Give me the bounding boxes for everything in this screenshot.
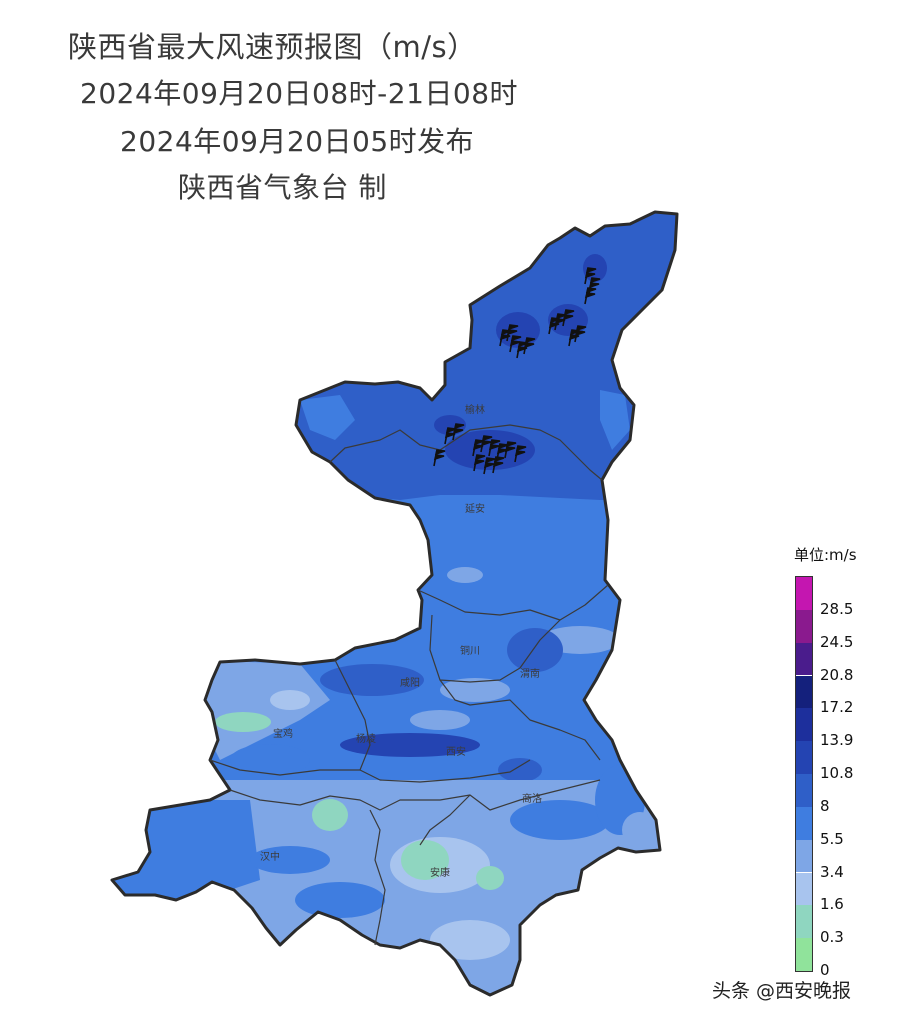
wind-barb-icon [584, 287, 597, 305]
wind-barb-icon [514, 445, 527, 463]
province-border [110, 210, 679, 997]
map-title-block: 陕西省最大风速预报图（m/s） 2024年09月20日08时-21日08时 20… [0, 0, 900, 220]
wind-barb-icon [433, 449, 446, 467]
legend-swatch [796, 938, 812, 971]
issuer: 陕西省气象台 制 [178, 171, 387, 204]
city-labels: 榆林 延安 铜川 渭南 咸阳 宝鸡 杨凌 西安 商洛 汉中 安康 [260, 403, 542, 879]
city-label-yangling: 杨凌 [356, 732, 376, 745]
legend-tick-label: 5.5 [820, 829, 844, 848]
legend-swatch [796, 905, 812, 939]
wind-barb-icon [480, 435, 493, 453]
legend-swatch [796, 708, 812, 742]
legend-tick-label: 17.2 [820, 698, 854, 717]
wind-barb-icon [562, 309, 575, 327]
legend-tick-label: 0 [820, 961, 830, 979]
wind-barb-icon [473, 454, 486, 472]
city-label-yanan: 延安 [465, 502, 485, 515]
city-label-xianyang: 咸阳 [400, 677, 420, 689]
color-legend: 单位:m/s 0 0.3 1.6 3.4 5.5 8 10.8 13.9 17.2 20.8 24.… [780, 540, 890, 980]
wind-barb-icon [483, 457, 496, 475]
legend-tick-label: 20.8 [820, 665, 854, 684]
wind-speed-map: 榆林 延安 铜川 渭南 咸阳 宝鸡 杨凌 西安 商洛 汉中 安康 [110, 210, 679, 997]
legend-tick-label: 3.4 [820, 862, 844, 881]
wind-barb-icon [509, 335, 522, 353]
issue-time: 2024年09月20日05时发布 [120, 125, 475, 158]
wind-speed-field [112, 212, 677, 995]
wind-barb-icon [523, 337, 536, 355]
city-label-tongchuan: 铜川 [460, 645, 480, 657]
wind-barb-icon [584, 267, 597, 285]
legend-swatch [796, 741, 812, 774]
wind-barb-icon [492, 456, 505, 474]
legend-tick-label: 10.8 [820, 764, 854, 782]
wind-barb-icon [488, 439, 501, 457]
city-label-shangluo: 商洛 [522, 792, 542, 805]
wind-barb-icon [574, 325, 587, 343]
map-title: 陕西省最大风速预报图（m/s） [68, 30, 477, 64]
legend-tick-label: 24.5 [820, 632, 854, 651]
legend-swatch [796, 577, 812, 610]
legend-swatch [796, 609, 812, 643]
prefecture-borders [209, 424, 609, 946]
legend-swatch [796, 806, 812, 840]
watermark: 头条 @西安晚报 [712, 980, 852, 1002]
legend-swatch [796, 872, 812, 906]
wind-barb-icon [504, 441, 517, 459]
legend-tick-label: 0.3 [820, 928, 844, 947]
wind-barb-icon [554, 313, 567, 331]
legend-swatch [796, 642, 812, 676]
city-label-yulin: 榆林 [465, 403, 485, 416]
city-label-hanzhong: 汉中 [260, 850, 280, 863]
legend-swatch [796, 774, 812, 807]
wind-barb-icon [472, 439, 485, 457]
wind-barb-icon [568, 329, 581, 347]
legend-color-bar [795, 576, 813, 972]
forecast-period: 2024年09月20日08时-21日08时 [80, 77, 519, 110]
wind-barb-icon [452, 423, 465, 441]
legend-tick-label: 8 [820, 796, 830, 815]
city-label-xian: 西安 [446, 745, 466, 758]
city-label-weinan: 渭南 [520, 667, 540, 680]
legend-title: 单位:m/s [794, 546, 857, 564]
wind-barb-icon [548, 317, 561, 335]
legend-tick-label: 28.5 [820, 599, 854, 618]
legend-tick-label: 13.9 [820, 731, 854, 750]
legend-swatch [796, 839, 812, 873]
wind-barbs [433, 267, 601, 475]
city-label-baoji: 宝鸡 [273, 727, 293, 740]
wind-barb-icon [506, 324, 519, 342]
legend-tick-label: 1.6 [820, 895, 844, 914]
city-label-ankang: 安康 [430, 866, 450, 879]
wind-barb-icon [444, 427, 457, 445]
legend-swatch [796, 675, 812, 709]
